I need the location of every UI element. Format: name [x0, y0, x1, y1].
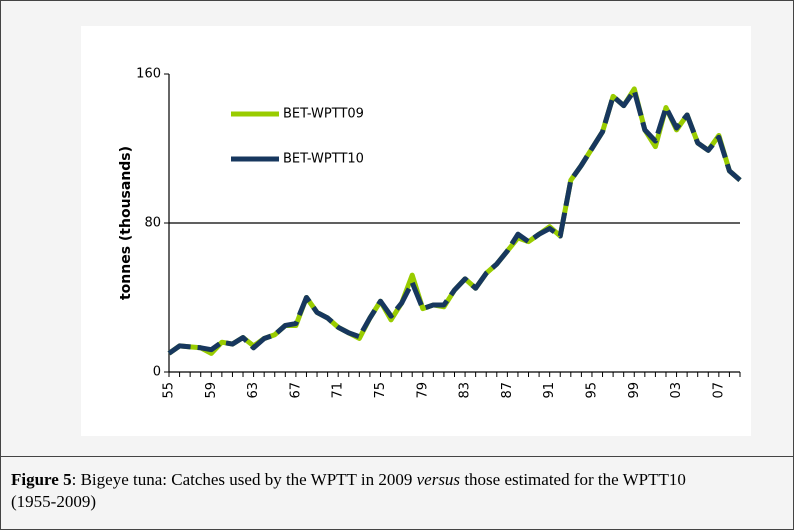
legend-label: BET-WPTT10 — [283, 152, 364, 167]
y-tick-label: 160 — [136, 67, 161, 82]
x-tick-label: 63 — [246, 382, 261, 399]
x-tick-label: 71 — [331, 382, 346, 399]
chart: tonnes (thousands) 0 80 160 55 59 63 67 71 75 79 8… — [81, 26, 751, 436]
caption-label: Figure 5 — [11, 470, 72, 489]
x-tick-label: 07 — [711, 382, 726, 399]
caption-emphasis: versus — [416, 470, 461, 489]
y-tick-label: 0 — [153, 365, 161, 380]
x-tick-label: 91 — [542, 382, 557, 399]
y-tick-label: 80 — [144, 216, 161, 231]
x-tick-label: 67 — [288, 382, 303, 399]
x-tick-label: 03 — [669, 382, 684, 399]
x-tick-label: 99 — [627, 382, 642, 399]
y-axis-label: tonnes (thousands) — [118, 146, 134, 300]
x-tick-label: 75 — [373, 382, 388, 399]
x-tick-label: 55 — [162, 382, 177, 399]
x-tick-label: 79 — [415, 382, 430, 399]
chart-panel — [81, 26, 751, 436]
caption-box: Figure 5: Bigeye tuna: Catches used by t… — [1, 456, 793, 529]
x-tick-label: 83 — [458, 382, 473, 399]
x-tick-label: 87 — [500, 382, 515, 399]
caption-text: those estimated for the WPTT10 (1955-200… — [11, 470, 686, 511]
x-tick-label: 59 — [204, 382, 219, 399]
series-line — [167, 88, 742, 356]
legend-label: BET-WPTT09 — [283, 107, 364, 122]
x-tick-label: 95 — [584, 382, 599, 399]
caption-text: : Bigeye tuna: Catches used by the WPTT … — [71, 470, 417, 489]
caption: Figure 5: Bigeye tuna: Catches used by t… — [11, 469, 711, 513]
